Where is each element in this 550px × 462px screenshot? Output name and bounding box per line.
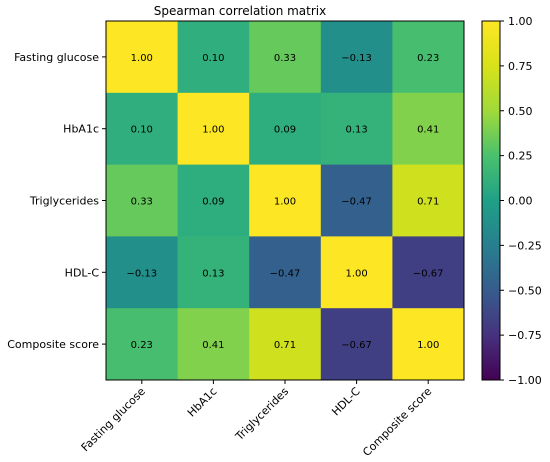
heatmap-cell (177, 92, 250, 166)
cell-value-label: 0.33 (131, 197, 153, 208)
cell-value-label: 1.00 (345, 268, 367, 279)
cell-value-label: 0.10 (202, 53, 224, 64)
plot-frame (105, 20, 465, 381)
cell-value-label: −0.47 (270, 268, 301, 279)
cell-value-label: 1.00 (202, 125, 224, 136)
cell-value-label: 1.00 (417, 340, 439, 351)
y-axis-ticks: Fasting glucose HbA1c Triglycerides HDL-C Co… (7, 51, 106, 351)
x-tick-label: Fasting glucose (79, 385, 148, 454)
heatmap-cell (249, 236, 322, 309)
heatmap-cell (106, 21, 179, 94)
cell-value-label: 0.23 (417, 53, 439, 64)
heatmap-cell (177, 164, 250, 237)
heatmap-cell (249, 164, 322, 237)
colorbar-tick-label: 0.50 (508, 105, 533, 118)
x-tick-label: Triglycerides (232, 385, 291, 444)
chart-title: Spearman correlation matrix (154, 4, 326, 18)
heatmap-cell (392, 308, 465, 381)
heatmap-cell (320, 164, 393, 237)
colorbar-ticks: 1.00 0.75 0.50 0.25 0.00 −0.25 −0.50 −0.75 −1.00 (500, 15, 542, 387)
heatmap-cell (320, 236, 393, 309)
heatmap-cell (106, 92, 179, 166)
colorbar-tick-label: 1.00 (508, 15, 533, 28)
heatmap-cell (106, 308, 179, 381)
cell-value-label: 0.23 (131, 340, 153, 351)
heatmap-cell (392, 164, 465, 237)
heatmap-cell (177, 236, 250, 309)
cell-value-label: 0.33 (274, 53, 296, 64)
colorbar-tick-label: −0.25 (508, 239, 542, 252)
colorbar-tick-label: 0.00 (508, 195, 533, 208)
cell-value-label: 0.09 (202, 197, 224, 208)
heatmap-cell (392, 21, 465, 94)
cell-value-label: 0.10 (131, 125, 153, 136)
cell-value-label: 1.00 (274, 197, 296, 208)
colorbar (481, 20, 501, 381)
cell-value-label: 0.71 (274, 340, 296, 351)
cell-value-label: 0.41 (417, 125, 439, 136)
heatmap-cell (320, 21, 393, 94)
heatmap-cell (392, 236, 465, 309)
y-tick-label: Triglycerides (29, 195, 99, 208)
colorbar-tick-label: 0.25 (508, 150, 533, 163)
heatmap-cell (249, 308, 322, 381)
cell-value-label: 0.09 (274, 125, 296, 136)
cell-value-label: 1.00 (131, 53, 153, 64)
cell-value-label: −0.47 (341, 197, 372, 208)
heatmap-cell (249, 21, 322, 94)
cell-value-label: −0.67 (341, 340, 372, 351)
cell-value-label: 0.13 (345, 125, 367, 136)
heatmap-cell (320, 92, 393, 166)
heatmap-cell (392, 92, 465, 166)
cell-value-label: −0.67 (413, 268, 444, 279)
heatmap-cell (177, 21, 250, 94)
heatmap-cells (106, 21, 465, 381)
x-tick-label: Composite score (360, 385, 434, 459)
y-tick-label: Composite score (7, 338, 99, 351)
y-tick-label: HbA1c (63, 123, 99, 136)
colorbar-tick-label: −0.50 (508, 284, 542, 297)
heatmap-cell (106, 164, 179, 237)
colorbar-tick-label: −0.75 (508, 329, 542, 342)
y-tick-label: HDL-C (65, 266, 100, 279)
cell-value-label: 0.13 (202, 268, 224, 279)
heatmap-cell (177, 308, 250, 381)
y-tick-label: Fasting glucose (14, 51, 99, 64)
colorbar-tick-label: 0.75 (508, 60, 533, 73)
heatmap-cell (320, 308, 393, 381)
heatmap-cell (106, 236, 179, 309)
x-tick-label: HDL-C (329, 385, 363, 419)
cell-value-label: −0.13 (341, 53, 372, 64)
colorbar-tick-label: −1.00 (508, 374, 542, 387)
x-tick-label: HbA1c (185, 385, 220, 420)
heatmap-cell-labels: 1.00 0.10 0.33 −0.13 0.23 0.10 1.00 0.09 0.13 0.4… (126, 53, 443, 351)
cell-value-label: 0.41 (202, 340, 224, 351)
cell-value-label: 0.71 (417, 197, 439, 208)
x-axis-ticks: Fasting glucose HbA1c Triglycerides HDL-CCo… (79, 380, 434, 459)
heatmap-cell (249, 92, 322, 166)
cell-value-label: −0.13 (126, 268, 157, 279)
